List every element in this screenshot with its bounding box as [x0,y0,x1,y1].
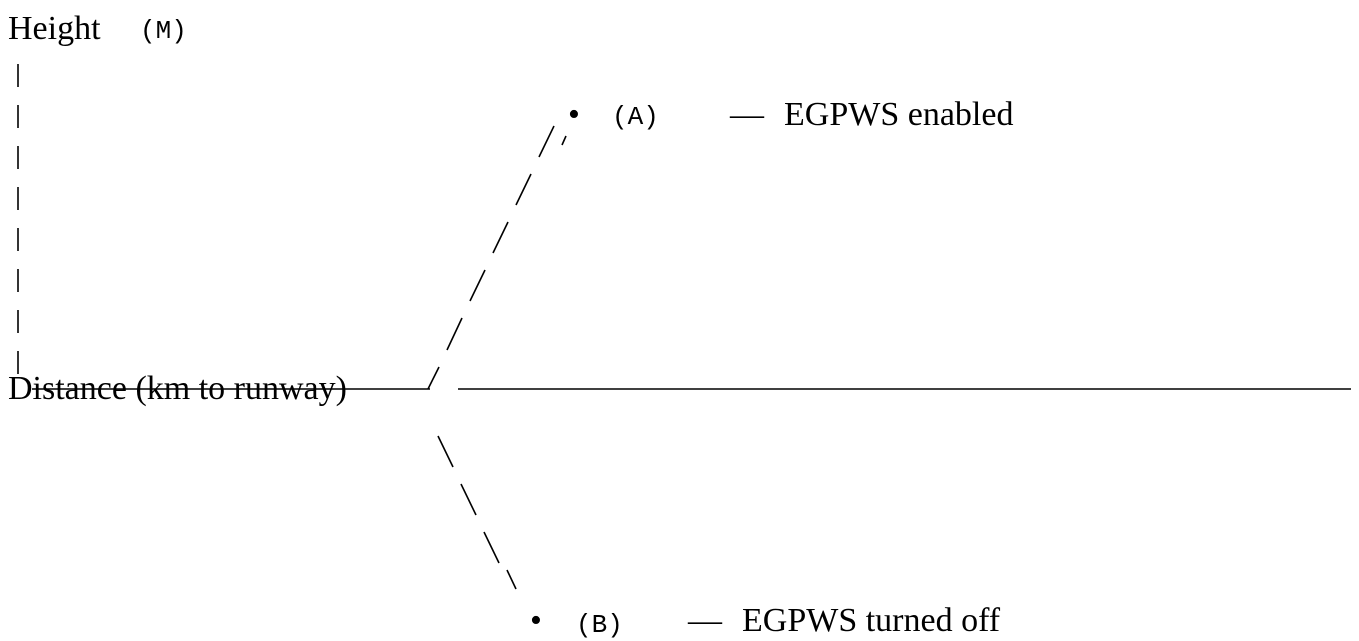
branch-b-description: EGPWS turned off [742,602,1001,639]
y-axis-unit: (M) [140,16,187,46]
branch-b-dash: — [688,602,722,639]
branch-a-description: EGPWS enabled [784,96,1014,133]
branch-a-id: (A) [612,102,659,132]
y-axis-label: Height [8,10,101,47]
path-to-b [437,435,517,590]
branch-a-marker: • [568,96,580,133]
branch-a-dash: — [730,96,764,133]
branch-b-marker: • [530,602,542,639]
path-to-a [427,125,567,390]
branch-b-id: (B) [576,610,623,640]
